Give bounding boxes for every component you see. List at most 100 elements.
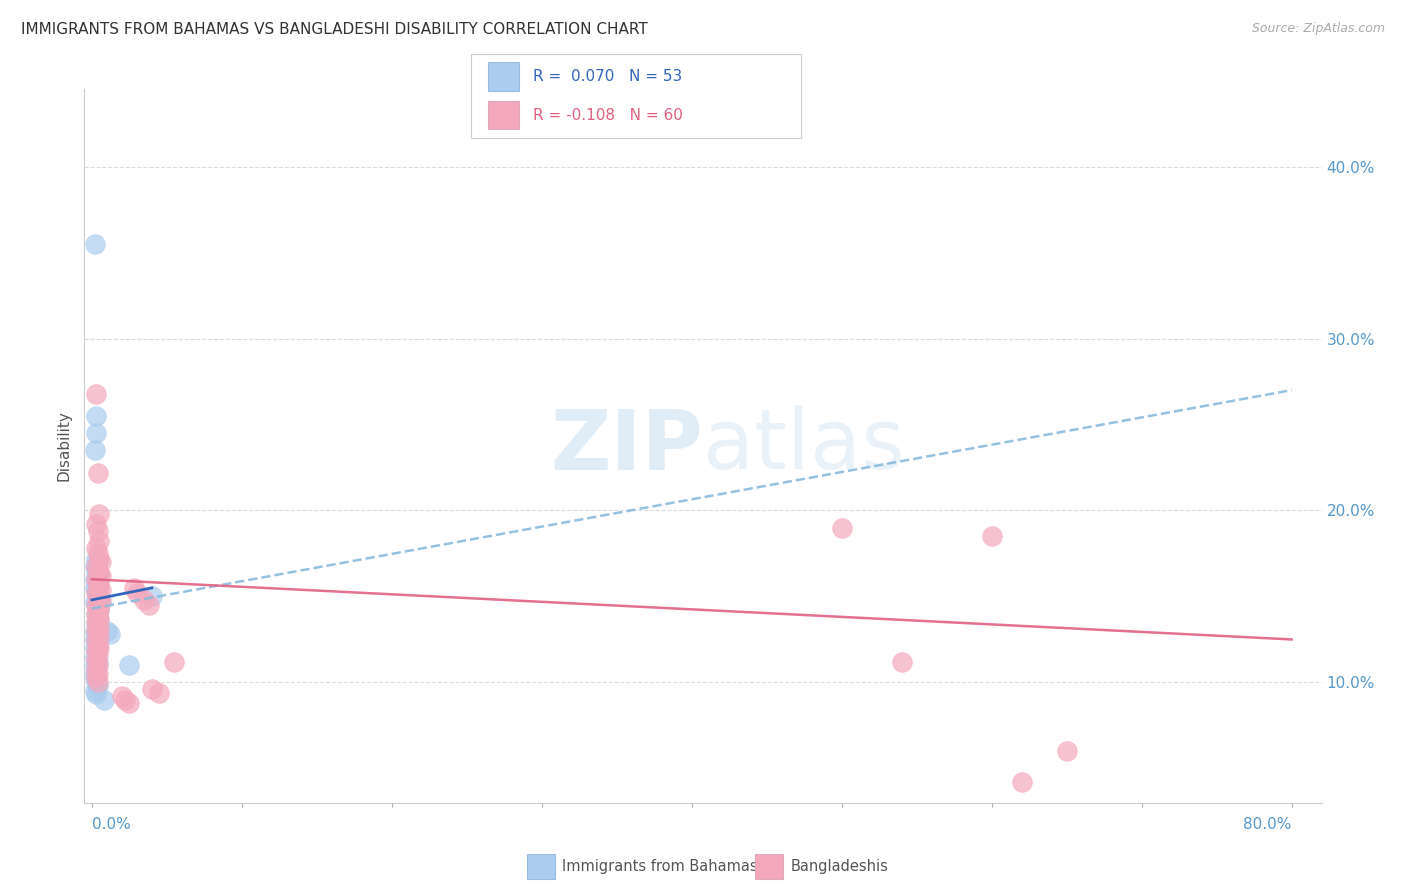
Point	[87, 567, 110, 582]
Point	[87, 658, 110, 673]
Point	[89, 614, 111, 628]
Point	[86, 541, 108, 556]
Point	[86, 564, 108, 578]
Point	[83, 684, 105, 698]
Point	[831, 521, 853, 535]
Point	[87, 575, 110, 590]
Point	[89, 567, 111, 582]
Point	[86, 572, 108, 586]
Y-axis label: Disability: Disability	[56, 410, 72, 482]
Text: atlas: atlas	[703, 406, 904, 486]
Text: 0.0%: 0.0%	[91, 816, 131, 831]
Text: R =  0.070   N = 53: R = 0.070 N = 53	[533, 70, 682, 84]
Point	[83, 670, 105, 684]
Point	[86, 607, 108, 621]
Point	[86, 426, 108, 441]
Point	[83, 665, 105, 679]
Point	[86, 662, 108, 676]
Point	[89, 641, 111, 656]
Point	[87, 601, 110, 615]
Point	[89, 603, 111, 617]
Point	[89, 569, 111, 583]
Point	[86, 688, 108, 702]
Point	[87, 638, 110, 652]
Point	[89, 507, 111, 521]
Text: 80.0%: 80.0%	[1243, 816, 1292, 831]
Point	[86, 586, 108, 600]
Point	[93, 692, 115, 706]
Text: R = -0.108   N = 60: R = -0.108 N = 60	[533, 108, 683, 122]
Point	[86, 644, 108, 658]
Point	[118, 658, 141, 673]
Point	[86, 409, 108, 423]
Text: IMMIGRANTS FROM BAHAMAS VS BANGLADESHI DISABILITY CORRELATION CHART: IMMIGRANTS FROM BAHAMAS VS BANGLADESHI D…	[21, 22, 648, 37]
Point	[87, 675, 110, 690]
Point	[87, 627, 110, 641]
Point	[86, 584, 108, 599]
Point	[86, 607, 108, 621]
Point	[86, 644, 108, 658]
Point	[87, 586, 110, 600]
Point	[163, 655, 186, 669]
Point	[122, 581, 145, 595]
Point	[83, 624, 105, 638]
Point	[86, 517, 108, 532]
Point	[87, 610, 110, 624]
Point	[86, 675, 108, 690]
Point	[90, 593, 112, 607]
Point	[87, 546, 110, 560]
Point	[89, 622, 111, 636]
Point	[141, 682, 163, 697]
Point	[148, 686, 170, 700]
Point	[86, 653, 108, 667]
Point	[87, 666, 110, 681]
Point	[86, 670, 108, 684]
Point	[89, 579, 111, 593]
Point	[86, 627, 108, 641]
Point	[138, 598, 160, 612]
Point	[83, 594, 105, 608]
Point	[89, 603, 111, 617]
Point	[134, 593, 156, 607]
Point	[90, 569, 112, 583]
Point	[83, 443, 105, 458]
Point	[86, 615, 108, 630]
Point	[86, 551, 108, 566]
Point	[86, 386, 108, 401]
Point	[87, 555, 110, 569]
Point	[89, 590, 111, 604]
Point	[86, 598, 108, 612]
Point	[86, 575, 108, 590]
Point	[86, 653, 108, 667]
Point	[86, 662, 108, 676]
Point	[87, 629, 110, 643]
Point	[86, 598, 108, 612]
Point	[87, 655, 110, 669]
Text: Source: ZipAtlas.com: Source: ZipAtlas.com	[1251, 22, 1385, 36]
Point	[83, 632, 105, 647]
Point	[87, 638, 110, 652]
Point	[89, 534, 111, 549]
Point	[90, 594, 112, 608]
Point	[98, 627, 121, 641]
Point	[87, 679, 110, 693]
Point	[125, 586, 148, 600]
Point	[90, 555, 112, 569]
Point	[83, 581, 105, 595]
Point	[83, 649, 105, 664]
Point	[87, 618, 110, 632]
Point	[89, 620, 111, 634]
Point	[83, 236, 105, 251]
Point	[980, 529, 1002, 543]
Text: Bangladeshis: Bangladeshis	[790, 859, 889, 873]
Point	[87, 524, 110, 538]
Point	[87, 590, 110, 604]
Point	[111, 689, 134, 703]
Point	[83, 658, 105, 673]
Point	[89, 593, 111, 607]
Point	[87, 564, 110, 578]
Text: ZIP: ZIP	[551, 406, 703, 486]
Point	[89, 551, 111, 566]
Point	[86, 634, 108, 648]
Point	[86, 624, 108, 638]
